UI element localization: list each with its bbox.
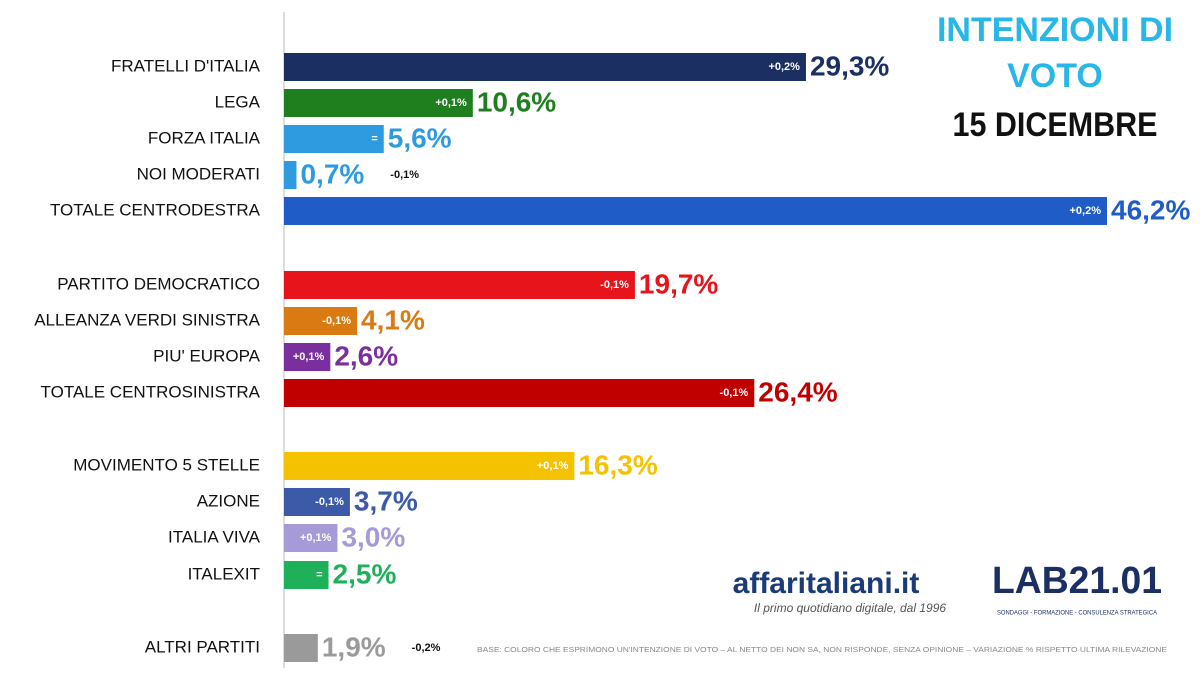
bar <box>284 125 384 153</box>
chart-title: INTENZIONI DI VOTO <box>937 11 1173 95</box>
value-label: 10,6% <box>477 86 556 117</box>
change-label: -0,1% <box>600 279 629 291</box>
category-label: PARTITO DEMOCRATICO <box>57 274 260 293</box>
category-label: TOTALE CENTRODESTRA <box>50 200 261 219</box>
chart-subtitle: 15 DICEMBRE <box>953 106 1158 144</box>
brand-tagline: Il primo quotidiano digitale, dal 1996 <box>754 601 946 615</box>
category-label: ALLEANZA VERDI SINISTRA <box>34 310 260 329</box>
value-label: 26,4% <box>758 376 837 407</box>
lab-logo: LAB21.01 <box>992 560 1162 602</box>
value-label: 46,2% <box>1111 194 1190 225</box>
change-label: +0,1% <box>293 351 325 363</box>
brand: affaritaliani.it <box>733 567 920 600</box>
change-label: -0,1% <box>315 496 344 508</box>
value-label: 16,3% <box>578 449 657 480</box>
bar <box>284 452 575 480</box>
value-label: 2,6% <box>334 340 398 371</box>
change-label: -0,1% <box>390 169 419 181</box>
value-label: 19,7% <box>639 268 718 299</box>
category-label: FRATELLI D'ITALIA <box>111 56 261 75</box>
change-label: +0,1% <box>435 97 467 109</box>
category-label: NOI MODERATI <box>137 164 260 183</box>
value-label: 4,1% <box>361 304 425 335</box>
change-label: +0,2% <box>768 61 800 73</box>
value-label: 3,0% <box>341 521 405 552</box>
value-label: 0,7% <box>300 158 364 189</box>
category-label: ITALEXIT <box>188 564 260 583</box>
bar <box>284 343 331 371</box>
change-label: -0,1% <box>322 315 351 327</box>
bar <box>284 53 806 81</box>
bar <box>284 488 350 516</box>
value-label: 2,5% <box>333 558 397 589</box>
bar <box>284 161 297 189</box>
value-label: 1,9% <box>322 631 386 662</box>
category-label: LEGA <box>215 92 261 111</box>
bar <box>284 89 473 117</box>
bar <box>284 524 338 552</box>
change-label: +0,2% <box>1070 205 1102 217</box>
change-label: -0,2% <box>412 642 441 654</box>
category-label: ALTRI PARTITI <box>145 637 260 656</box>
bar <box>284 379 755 407</box>
bar <box>284 634 318 662</box>
bar <box>284 271 635 299</box>
category-label: PIU' EUROPA <box>153 346 261 365</box>
category-label: FORZA ITALIA <box>148 128 261 147</box>
change-label: -0,1% <box>720 387 749 399</box>
value-label: 5,6% <box>388 122 452 153</box>
bar <box>284 307 358 335</box>
category-label: AZIONE <box>197 491 260 510</box>
change-label: +0,1% <box>537 460 569 472</box>
change-label: = <box>371 133 377 145</box>
category-label: MOVIMENTO 5 STELLE <box>73 455 260 474</box>
value-label: 29,3% <box>810 50 889 81</box>
bar <box>284 197 1107 225</box>
bar <box>284 561 329 589</box>
change-label: = <box>316 569 322 581</box>
category-label: ITALIA VIVA <box>168 527 261 546</box>
footnote: BASE: COLORO CHE ESPRIMONO UN'INTENZIONE… <box>477 647 1167 654</box>
change-label: +0,1% <box>300 532 332 544</box>
category-label: TOTALE CENTROSINISTRA <box>41 382 261 401</box>
value-label: 3,7% <box>354 485 418 516</box>
lab-tagline: SONDAGGI - FORMAZIONE - CONSULENZA STRAT… <box>997 611 1157 617</box>
